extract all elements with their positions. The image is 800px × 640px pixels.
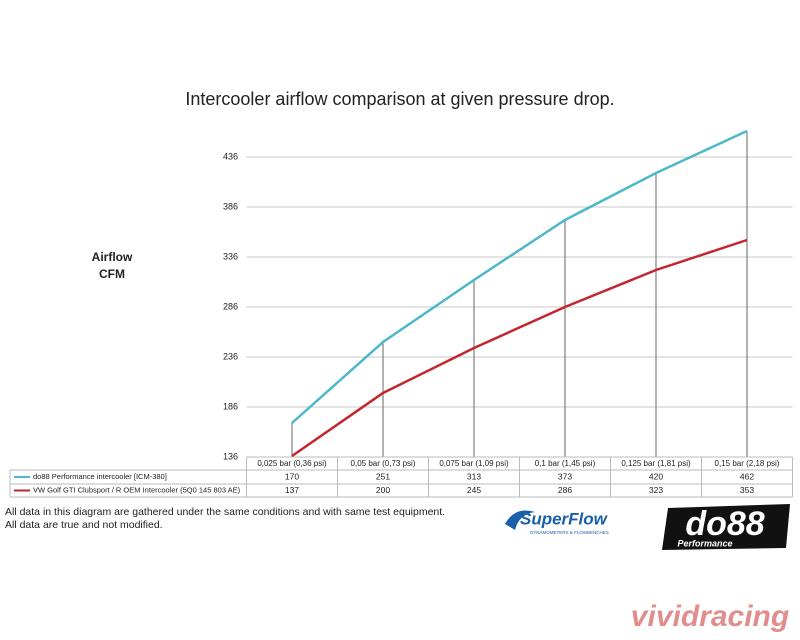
table-value: 137 — [285, 485, 299, 495]
table-value: 353 — [740, 485, 754, 495]
table-value: 462 — [740, 471, 754, 481]
table-value: 323 — [649, 485, 663, 495]
table-value: 200 — [376, 485, 390, 495]
logo-box — [662, 504, 790, 550]
y-tick-label: 236 — [223, 351, 238, 361]
x-tick-label: 0,1 bar (1,45 psi) — [535, 459, 596, 468]
series-line — [291, 129, 748, 424]
x-tick-label: 0,075 bar (1,09 psi) — [439, 459, 509, 468]
x-tick-label: 0,125 bar (1,81 psi) — [621, 459, 691, 468]
logo-swoosh — [505, 510, 535, 530]
table-value: 170 — [285, 471, 299, 481]
watermark: vividracing — [631, 600, 789, 633]
x-tick-label: 0,05 bar (0,73 psi) — [351, 459, 416, 468]
chart-title: Intercooler airflow comparison at given … — [185, 89, 614, 109]
logo-text: SuperFlow — [520, 509, 609, 528]
table-value: 313 — [467, 471, 481, 481]
logo-sub: Performance — [677, 538, 732, 548]
y-axis-label: Airflow — [92, 250, 133, 264]
y-tick-label: 436 — [223, 151, 238, 161]
y-axis-label: CFM — [99, 267, 125, 281]
table-value: 251 — [376, 471, 390, 481]
note: All data are true and not modified. — [5, 519, 163, 531]
logo-text: do88 — [685, 505, 764, 543]
table-value: 286 — [558, 485, 572, 495]
y-tick-label: 286 — [223, 301, 238, 311]
y-tick-label: 336 — [223, 251, 238, 261]
note: All data in this diagram are gathered un… — [5, 506, 445, 518]
x-tick-label: 0,15 bar (2,18 psi) — [715, 459, 780, 468]
legend-label: VW Golf GTI Clubsport / R OEM Intercoole… — [33, 485, 241, 494]
y-tick-label: 186 — [223, 401, 238, 411]
logo-tagline: DYNAMOMETERS & FLOWBENCHES — [530, 530, 609, 535]
table-value: 245 — [467, 485, 481, 495]
y-tick-label: 386 — [223, 201, 238, 211]
table-value: 420 — [649, 471, 663, 481]
do88-logo: do88 Performance — [662, 504, 790, 550]
y-tick-label: 136 — [223, 451, 238, 461]
superflow-logo: SuperFlow DYNAMOMETERS & FLOWBENCHES — [505, 509, 609, 535]
table-value: 373 — [558, 471, 572, 481]
legend-label: do88 Performance intercooler [ICM-380] — [33, 472, 167, 481]
series-line — [291, 238, 748, 458]
x-tick-label: 0,025 bar (0,36 psi) — [257, 459, 327, 468]
